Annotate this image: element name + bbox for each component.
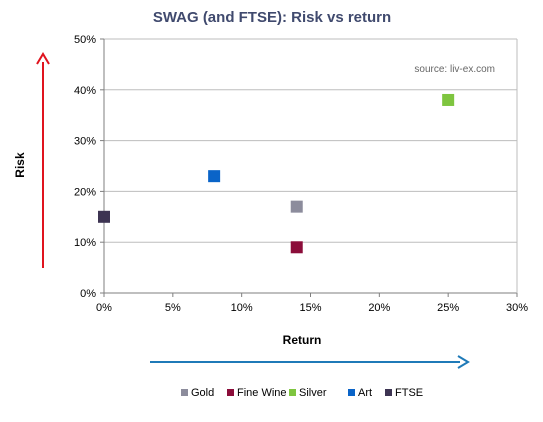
x-tick-label-6: 30%	[506, 302, 528, 314]
legend-swatch-fine-wine	[227, 389, 234, 396]
y-axis-title: Risk	[13, 152, 27, 178]
legend-label-gold: Gold	[191, 387, 214, 399]
x-tick-label-1: 5%	[165, 302, 181, 314]
point-art	[208, 170, 221, 183]
risk-arrow-head	[36, 52, 50, 65]
risk-arrow	[36, 52, 50, 268]
x-tick-labels: 0% 5% 10% 15% 20% 25% 30%	[96, 302, 528, 314]
plot-background	[104, 39, 517, 293]
legend-label-art: Art	[358, 387, 372, 399]
x-tick-label-2: 10%	[231, 302, 253, 314]
grid-lines	[104, 38, 517, 243]
legend-swatch-art	[348, 389, 355, 396]
y-tick-label-2: 20%	[74, 186, 96, 198]
y-tick-label-0: 0%	[80, 288, 96, 300]
legend: Gold Fine Wine Silver Art FTSE	[181, 387, 423, 399]
legend-swatch-silver	[289, 389, 296, 396]
y-tick-label-5: 50%	[74, 34, 96, 46]
axes	[100, 38, 518, 297]
return-arrow	[150, 355, 470, 369]
point-ftse	[98, 210, 110, 223]
y-tick-label-1: 10%	[74, 237, 96, 249]
data-points	[98, 93, 455, 254]
x-tick-label-4: 20%	[368, 302, 390, 314]
legend-label-silver: Silver	[299, 387, 327, 399]
x-tick-label-5: 25%	[437, 302, 459, 314]
legend-swatch-ftse	[385, 389, 392, 396]
return-arrow-head	[457, 355, 470, 369]
legend-label-ftse: FTSE	[395, 387, 423, 399]
plot-area	[104, 39, 517, 293]
legend-swatch-gold	[181, 389, 188, 396]
legend-label-fine-wine: Fine Wine	[237, 387, 287, 399]
y-tick-label-4: 40%	[74, 85, 96, 97]
point-fine-wine	[290, 241, 303, 254]
x-tick-label-0: 0%	[96, 302, 112, 314]
chart-title: SWAG (and FTSE): Risk vs return	[153, 9, 391, 26]
point-silver	[442, 93, 455, 106]
x-tick-label-3: 15%	[299, 302, 321, 314]
x-axis-title: Return	[283, 333, 322, 347]
point-gold	[290, 200, 303, 213]
y-tick-label-3: 30%	[74, 136, 96, 148]
y-tick-labels: 0% 10% 20% 30% 40% 50%	[74, 34, 96, 300]
source-annotation: source: liv-ex.com	[414, 64, 495, 75]
